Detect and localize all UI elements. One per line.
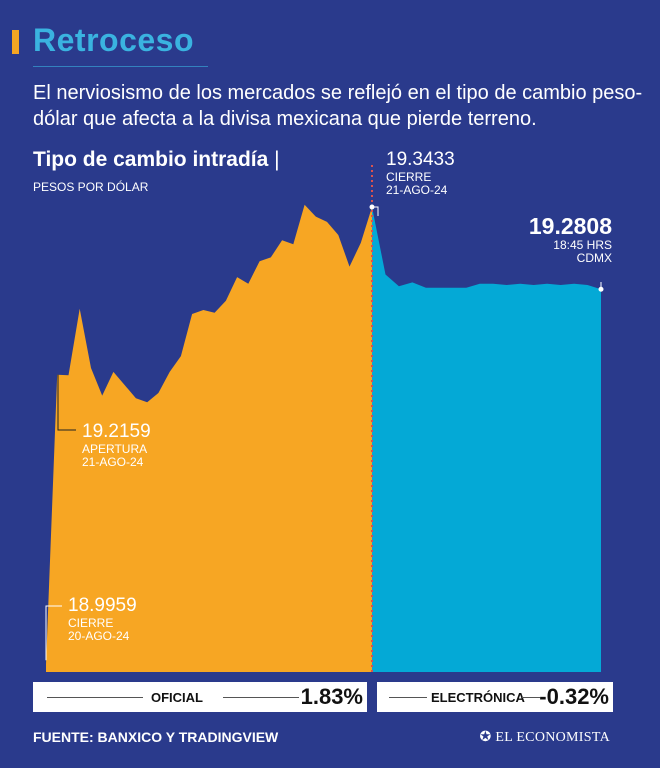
- title-accent-bar: [12, 30, 19, 54]
- summary-electronica-rule-left: [389, 697, 427, 698]
- summary-electronica-label: ELECTRÓNICA: [431, 690, 525, 705]
- brand-logo: ✪ EL ECONOMISTA: [480, 729, 611, 746]
- summary-oficial-label: OFICIAL: [151, 690, 203, 705]
- summary-electronica-pct: -0.32%: [539, 684, 609, 709]
- annotation-cierre-previo-leader: [45, 605, 62, 661]
- annotation-apertura-leader: [57, 374, 76, 431]
- summary-oficial-pct: 1.83%: [300, 684, 363, 709]
- annotation-ultimo-marker: [598, 286, 604, 292]
- annotation-cierre-previo-label: CIERRE: [68, 615, 114, 630]
- intro-text: El nerviosismo de los mercados se reflej…: [33, 82, 643, 130]
- annotation-apertura-value: 19.2159: [82, 421, 151, 442]
- annotation-cierre-previo: 18.9959 CIERRE 20-AGO-24: [68, 595, 137, 644]
- annotation-apertura-date: 21-AGO-24: [82, 455, 144, 470]
- annotation-ultimo-time: 18:45 HRS: [553, 238, 612, 253]
- annotation-cierre-previo-date: 20-AGO-24: [68, 629, 130, 644]
- summary-electronica-rule-right: [522, 697, 540, 698]
- brand-icon: ✪: [479, 730, 496, 745]
- chart-subtitle: PESOS POR DÓLAR: [33, 180, 149, 194]
- summary-electronica: ELECTRÓNICA -0.32%: [377, 682, 613, 712]
- annotation-cierre-previo-value: 18.9959: [68, 595, 137, 616]
- annotation-cierre-marker: [369, 204, 375, 210]
- summary-oficial: OFICIAL 1.83%: [33, 682, 367, 712]
- annotation-apertura-label: APERTURA: [82, 441, 148, 456]
- series-oficial-area: [46, 204, 372, 672]
- summary-oficial-rule-right: [223, 697, 299, 698]
- annotation-cierre-value: 19.3433: [386, 149, 455, 170]
- series-electronica-area: [372, 207, 601, 672]
- brand-name: EL ECONOMISTA: [495, 730, 610, 745]
- annotation-ultimo: 19.2808 18:45 HRS CDMX: [528, 213, 612, 266]
- page-title: Retroceso: [33, 22, 194, 58]
- summary-oficial-rule-left: [47, 697, 143, 698]
- annotation-ultimo-value: 19.2808: [528, 213, 612, 239]
- title-underline: [33, 66, 208, 67]
- annotation-apertura: 19.2159 APERTURA 21-AGO-24: [82, 421, 151, 470]
- chart-title: Tipo de cambio intradía |: [33, 148, 280, 171]
- annotation-cierre-date: 21-AGO-24: [386, 183, 448, 198]
- annotation-ultimo-place: CDMX: [576, 251, 612, 266]
- annotation-cierre-label: CIERRE: [386, 169, 432, 184]
- annotation-cierre: 19.3433 CIERRE 21-AGO-24: [386, 149, 455, 198]
- source-note: FUENTE: BANXICO Y TRADINGVIEW: [33, 729, 279, 745]
